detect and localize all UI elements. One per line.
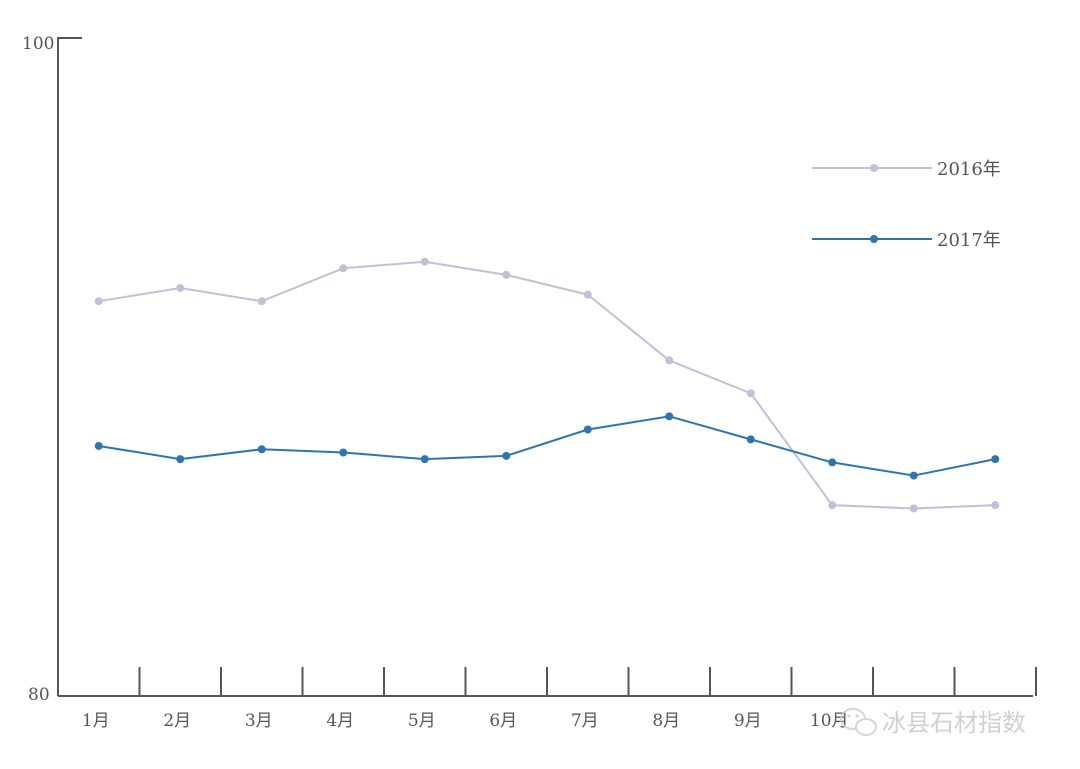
series-1 (94, 412, 1000, 480)
data-point (502, 270, 511, 279)
x-tick-label: 9月 (734, 711, 762, 731)
data-point (991, 455, 1000, 464)
data-point (909, 471, 918, 480)
data-point (339, 448, 348, 457)
data-point (257, 297, 266, 306)
data-point (94, 441, 103, 450)
legend-item-2017: 2017年 (812, 230, 1001, 251)
data-point (828, 458, 837, 467)
x-tick-label: 1月 (82, 711, 110, 731)
series-layer (94, 257, 1000, 513)
watermark-text: 冰县石材指数 (882, 709, 1026, 737)
x-axis-tick-labels: 1月 2月 3月 4月 5月 6月 7月 8月 9月 10月 (82, 711, 849, 731)
series-0 (94, 257, 1000, 513)
data-point (909, 504, 918, 513)
data-point (828, 501, 837, 510)
legend-marker-2017 (870, 235, 878, 243)
data-point (176, 455, 185, 464)
legend-label-2016: 2016年 (937, 159, 1001, 180)
data-point (257, 445, 266, 454)
series-line-0 (98, 260, 996, 510)
data-point (746, 389, 755, 398)
legend-marker-2016 (870, 164, 878, 172)
data-point (746, 435, 755, 444)
watermark: 冰县石材指数 (840, 708, 1026, 737)
data-point (583, 290, 592, 299)
data-point (420, 455, 429, 464)
x-tick-label: 4月 (326, 711, 354, 731)
x-tick-label: 6月 (489, 711, 517, 731)
x-axis-ticks (138, 667, 1037, 696)
data-point (665, 412, 674, 421)
y-tick-label-max: 100 (22, 34, 54, 54)
data-point (94, 297, 103, 306)
data-point (176, 284, 185, 293)
data-point (991, 501, 1000, 510)
x-tick-label: 2月 (163, 711, 191, 731)
wechat-icon (840, 708, 877, 736)
data-point (583, 425, 592, 434)
data-point (665, 356, 674, 365)
y-tick-label-min: 80 (28, 685, 50, 705)
series-line-1 (98, 415, 996, 477)
legend-label-2017: 2017年 (937, 230, 1001, 251)
x-tick-label: 7月 (571, 711, 599, 731)
x-tick-label: 8月 (652, 711, 680, 731)
data-point (420, 257, 429, 266)
x-tick-label: 3月 (245, 711, 273, 731)
data-point (502, 451, 511, 460)
x-tick-label: 10月 (810, 711, 849, 731)
legend: 2016年 2017年 (812, 159, 1001, 251)
x-tick-label: 5月 (408, 711, 436, 731)
legend-item-2016: 2016年 (812, 159, 1001, 180)
data-point (339, 264, 348, 273)
